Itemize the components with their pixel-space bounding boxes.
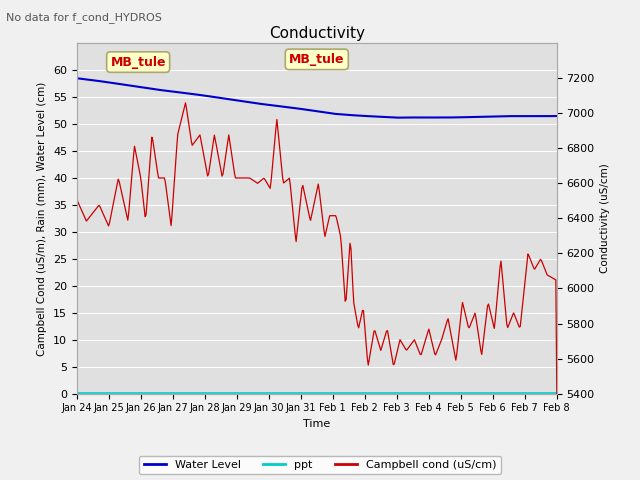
Text: MB_tule: MB_tule <box>111 56 166 69</box>
Y-axis label: Conductivity (uS/cm): Conductivity (uS/cm) <box>600 164 611 273</box>
Title: Conductivity: Conductivity <box>269 25 365 41</box>
Y-axis label: Campbell Cond (uS/m), Rain (mm), Water Level (cm): Campbell Cond (uS/m), Rain (mm), Water L… <box>37 81 47 356</box>
Text: MB_tule: MB_tule <box>289 53 344 66</box>
Text: No data for f_cond_HYDROS: No data for f_cond_HYDROS <box>6 12 163 23</box>
X-axis label: Time: Time <box>303 419 330 429</box>
Legend: Water Level, ppt, Campbell cond (uS/cm): Water Level, ppt, Campbell cond (uS/cm) <box>140 456 500 474</box>
